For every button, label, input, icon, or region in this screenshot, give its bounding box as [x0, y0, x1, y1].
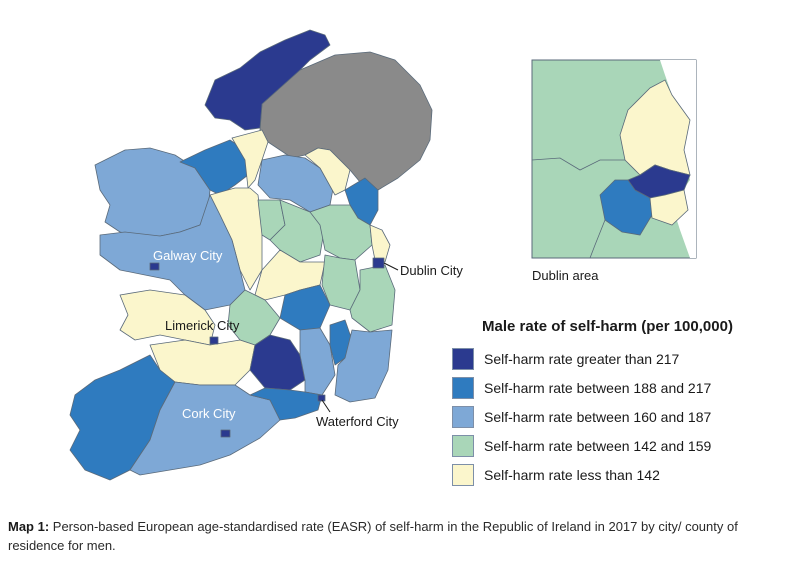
region-dublin-north [369, 224, 391, 263]
legend-item: Self-harm rate between 188 and 217 [440, 376, 790, 399]
city-dublin-marker [372, 257, 385, 269]
legend-label: Self-harm rate between 160 and 187 [484, 408, 712, 425]
legend-item: Self-harm rate greater than 217 [440, 347, 790, 370]
legend-item: Self-harm rate between 160 and 187 [440, 405, 790, 428]
legend-swatch [452, 347, 474, 370]
region-wexford [334, 329, 393, 403]
legend-swatch [452, 434, 474, 457]
region-sligo [179, 139, 249, 196]
city-cork-marker [220, 429, 231, 438]
label-waterford-city: Waterford City [316, 414, 399, 429]
dublin-leader-line [383, 262, 399, 271]
legend-swatch [452, 463, 474, 486]
region-leitrim [231, 129, 269, 189]
legend-swatch [452, 405, 474, 428]
region-laois [279, 284, 331, 331]
region-donegal [204, 29, 331, 131]
region-tipperary-south [249, 334, 306, 391]
waterford-leader-line [321, 399, 331, 413]
map-caption: Map 1: Person-based European age-standar… [8, 517, 778, 555]
label-limerick-city: Limerick City [165, 318, 240, 333]
region-monaghan [304, 147, 351, 196]
city-waterford-marker [317, 394, 326, 402]
city-galway-marker [149, 262, 160, 271]
dublin-inset [531, 59, 697, 259]
region-waterford [249, 387, 323, 421]
inset-dun-laoghaire [649, 189, 689, 226]
legend-swatch [452, 376, 474, 399]
legend-title: Male rate of self-harm (per 100,000) [482, 318, 733, 335]
legend-label: Self-harm rate greater than 217 [484, 350, 680, 367]
city-limerick-marker [209, 336, 219, 345]
region-cork [129, 381, 281, 476]
legend-label: Self-harm rate between 188 and 217 [484, 379, 712, 396]
region-tipperary-north [227, 289, 281, 346]
ireland-map: Galway City Limerick City Cork City Dubl… [69, 29, 697, 481]
legend: Male rate of self-harm (per 100,000) Sel… [440, 318, 790, 492]
label-cork-city: Cork City [182, 406, 236, 421]
legend-label: Self-harm rate less than 142 [484, 466, 660, 483]
caption-prefix: Map 1: [8, 519, 50, 534]
caption-text: Person-based European age-standardised r… [8, 519, 738, 553]
legend-item: Self-harm rate between 142 and 159 [440, 434, 790, 457]
legend-item: Self-harm rate less than 142 [440, 463, 790, 486]
legend-label: Self-harm rate between 142 and 159 [484, 437, 712, 454]
label-dublin-area: Dublin area [532, 268, 599, 283]
label-galway-city: Galway City [153, 248, 223, 263]
label-dublin-city: Dublin City [400, 263, 463, 278]
region-galway [99, 194, 246, 311]
